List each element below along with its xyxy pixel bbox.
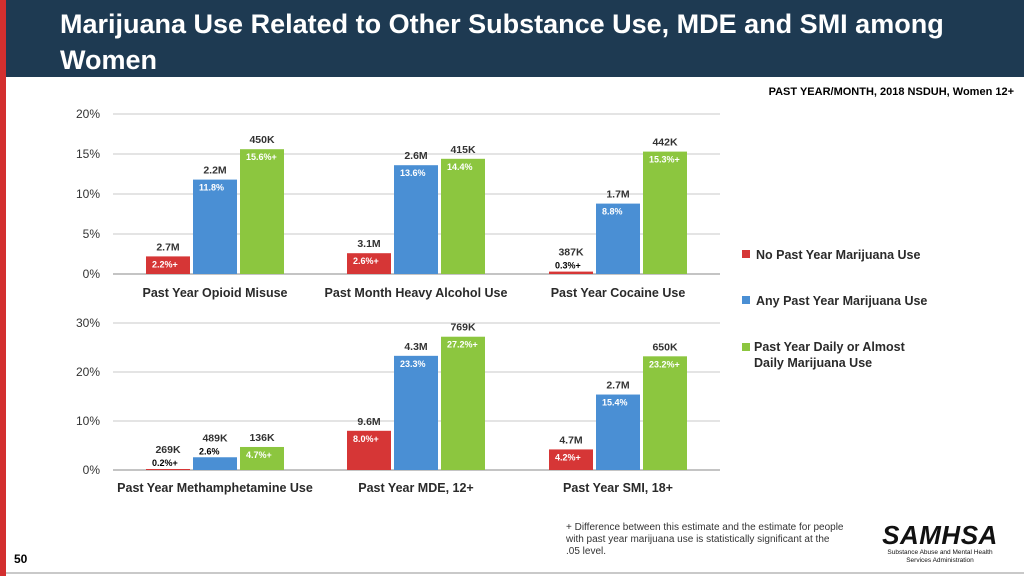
data-label: 11.8% [199, 183, 224, 193]
bar [146, 469, 190, 470]
category-label: Past Year SMI, 18+ [563, 481, 673, 495]
data-label: 23.3% [400, 359, 426, 369]
category-label: Past Year Opioid Misuse [143, 286, 288, 300]
logo-wordmark: SAMHSA [882, 520, 998, 550]
left-accent-bar [0, 0, 6, 576]
legend-item-no-use: No Past Year Marijuana Use [742, 247, 920, 263]
bar [193, 179, 237, 274]
count-label: 2.2M [203, 165, 227, 177]
bar [549, 271, 593, 274]
data-label: 23.2%+ [649, 359, 680, 369]
data-label: 4.7%+ [246, 450, 272, 460]
category-label: Past Year Cocaine Use [551, 286, 686, 300]
data-label: 14.4% [447, 162, 473, 172]
legend-item-daily-use: Past Year Daily or Almost Daily Marijuan… [742, 339, 932, 371]
bar [240, 149, 284, 274]
footnote: + Difference between this estimate and t… [566, 522, 844, 557]
count-label: 442K [652, 137, 678, 149]
title-banner [6, 0, 1024, 77]
y-tick-label: 0% [83, 267, 101, 281]
logo-subtitle: Substance Abuse and Mental Health Servic… [887, 549, 993, 564]
count-label: 650K [652, 341, 678, 353]
y-tick-label: 0% [83, 463, 101, 477]
data-label: 2.2%+ [152, 259, 178, 269]
count-label: 2.6M [404, 150, 428, 162]
count-label: 489K [202, 432, 228, 444]
data-label: 8.8% [602, 207, 623, 217]
legend-swatch-blue [742, 296, 750, 304]
count-label: 269K [155, 444, 181, 456]
data-label: 2.6% [199, 446, 220, 456]
legend-label: No Past Year Marijuana Use [756, 248, 921, 262]
bar [441, 336, 485, 470]
y-tick-label: 10% [76, 187, 100, 201]
bar [596, 394, 640, 470]
data-label: 0.2%+ [152, 458, 178, 468]
legend-label: Any Past Year Marijuana Use [756, 294, 928, 308]
count-label: 1.7M [606, 189, 630, 201]
bar [347, 253, 391, 274]
count-label: 2.7M [606, 380, 630, 392]
legend-swatch-green [742, 343, 750, 351]
chart-subtitle: PAST YEAR/MONTH, 2018 NSDUH, Women 12+ [768, 86, 1014, 98]
data-label: 2.6%+ [353, 256, 379, 266]
bar [596, 203, 640, 274]
samhsa-logo: SAMHSA Substance Abuse and Mental Health… [880, 521, 1000, 565]
bar [643, 356, 687, 470]
slide-title: Marijuana Use Related to Other Substance… [60, 9, 944, 75]
data-label: 8.0%+ [353, 434, 379, 444]
data-label: 4.2%+ [555, 452, 581, 462]
category-label: Past Month Heavy Alcohol Use [325, 286, 508, 300]
count-label: 3.1M [357, 238, 381, 250]
count-label: 4.7M [559, 434, 583, 446]
data-label: 13.6% [400, 168, 426, 178]
bar [643, 151, 687, 274]
count-label: 769K [450, 322, 476, 334]
y-tick-label: 5% [83, 227, 101, 241]
y-tick-label: 20% [76, 365, 100, 379]
count-label: 9.6M [357, 416, 381, 428]
count-label: 2.7M [156, 241, 180, 253]
category-label: Past Year MDE, 12+ [358, 481, 473, 495]
data-label: 15.6%+ [246, 152, 277, 162]
y-tick-label: 20% [76, 107, 100, 121]
y-tick-label: 15% [76, 147, 100, 161]
bar [394, 165, 438, 274]
data-label: 15.3%+ [649, 155, 680, 165]
data-label: 15.4% [602, 398, 628, 408]
bar [240, 446, 284, 470]
legend-item-any-use: Any Past Year Marijuana Use [742, 293, 927, 309]
y-tick-label: 30% [76, 316, 100, 330]
data-label: 27.2%+ [447, 340, 478, 350]
count-label: 415K [450, 144, 476, 156]
bar [441, 158, 485, 274]
footer-divider [6, 572, 1024, 574]
count-label: 136K [249, 432, 275, 444]
bar [394, 355, 438, 470]
legend-label: Past Year Daily or Almost Daily Marijuan… [754, 340, 905, 370]
count-label: 4.3M [404, 341, 428, 353]
legend-swatch-red [742, 250, 750, 258]
data-label: 0.3%+ [555, 261, 581, 271]
y-tick-label: 10% [76, 414, 100, 428]
category-label: Past Year Methamphetamine Use [117, 481, 313, 495]
bar [347, 430, 391, 470]
bar [549, 449, 593, 470]
page-number: 50 [14, 552, 28, 566]
bar [193, 457, 237, 470]
count-label: 387K [558, 247, 584, 259]
bar [146, 256, 190, 274]
count-label: 450K [249, 134, 275, 146]
